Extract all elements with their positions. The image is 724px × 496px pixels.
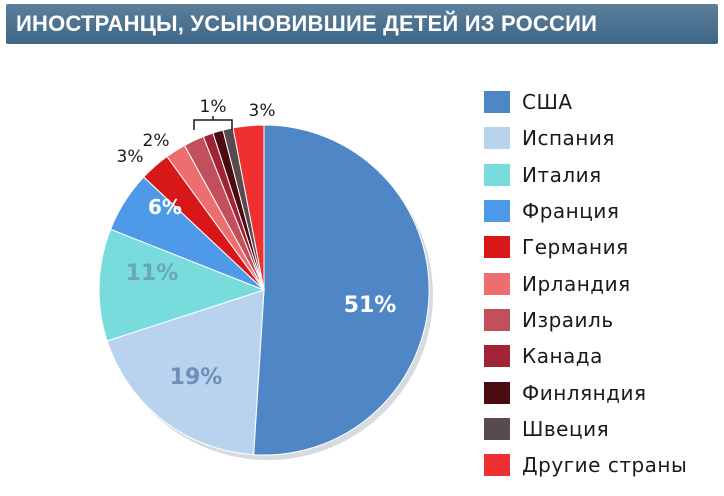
pie-slice — [232, 124, 265, 291]
legend-label: Италия — [522, 162, 602, 187]
legend-swatch — [484, 236, 510, 259]
legend-label: Германия — [522, 235, 629, 260]
legend-swatch — [484, 308, 510, 331]
legend-swatch — [484, 454, 510, 477]
legend-label: Финляндия — [522, 380, 647, 405]
legend-swatch — [484, 345, 510, 368]
legend-item: Ирландия — [484, 265, 718, 301]
legend-label: Швеция — [522, 416, 610, 441]
legend-item: США — [484, 84, 718, 120]
legend-label: Испания — [522, 126, 615, 151]
legend-label: Израиль — [522, 307, 614, 332]
bracket — [193, 116, 233, 130]
slice-label: 6% — [148, 195, 182, 219]
legend-swatch — [484, 417, 510, 440]
legend-swatch — [484, 91, 510, 114]
legend-item: Германия — [484, 229, 718, 265]
legend-label: США — [522, 90, 573, 115]
legend-swatch — [484, 163, 510, 186]
legend-item: Италия — [484, 157, 718, 193]
pie-slice — [106, 289, 265, 456]
legend-label: Канада — [522, 344, 603, 369]
legend-label: Франция — [522, 199, 620, 224]
legend-item: Израиль — [484, 302, 718, 338]
legend-label: Ирландия — [522, 271, 631, 296]
legend-swatch — [484, 272, 510, 295]
slice-label: 3% — [117, 147, 144, 167]
legend-item: Канада — [484, 338, 718, 374]
title-bar: ИНОСТРАНЦЫ, УСЫНОВИВШИЕ ДЕТЕЙ ИЗ РОССИИ — [6, 4, 718, 44]
legend-item: Испания — [484, 120, 718, 156]
legend-swatch — [484, 200, 510, 223]
legend-swatch — [484, 381, 510, 404]
slice-label: 2% — [143, 131, 170, 151]
legend-label: Другие страны — [522, 453, 688, 478]
slice-label: 3% — [249, 101, 276, 121]
slice-label: 51% — [344, 293, 397, 318]
bracket-label: 1% — [200, 97, 227, 117]
pie-slice — [253, 124, 430, 456]
legend-item: Швеция — [484, 411, 718, 447]
slice-label: 19% — [170, 365, 223, 390]
legend-swatch — [484, 127, 510, 150]
chart-title: ИНОСТРАНЦЫ, УСЫНОВИВШИЕ ДЕТЕЙ ИЗ РОССИИ — [16, 11, 598, 36]
slice-label: 11% — [126, 261, 179, 286]
legend-item: Финляндия — [484, 374, 718, 410]
legend: США Испания Италия Франция Германия Ирландия И… — [484, 84, 718, 483]
legend-item: Другие страны — [484, 447, 718, 483]
legend-item: Франция — [484, 193, 718, 229]
pie-slice — [98, 228, 266, 342]
